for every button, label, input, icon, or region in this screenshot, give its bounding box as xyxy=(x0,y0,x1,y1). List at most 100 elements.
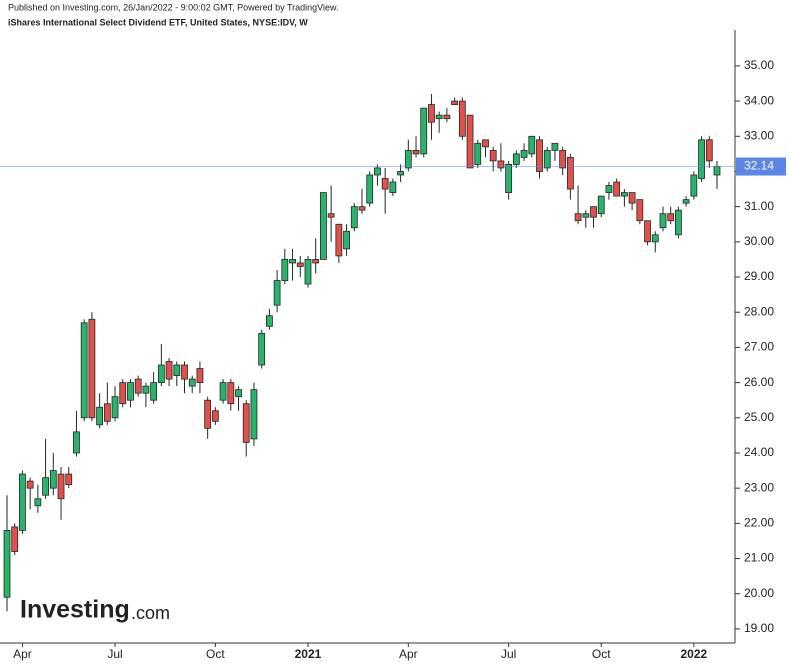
candle-body xyxy=(613,181,621,197)
candle-body xyxy=(242,403,250,443)
candle-body xyxy=(505,164,513,193)
candle-body xyxy=(34,498,42,507)
y-tick-label: 27.00 xyxy=(744,340,774,354)
candle-body xyxy=(512,153,520,165)
candle-body xyxy=(73,431,80,454)
candle-body xyxy=(536,139,543,172)
x-tick-label: Apr xyxy=(13,647,32,661)
y-tick-label: 25.00 xyxy=(744,410,774,424)
candle-body xyxy=(204,399,212,429)
candle-body xyxy=(320,192,327,260)
y-tick-label: 26.00 xyxy=(744,375,774,389)
candle-body xyxy=(644,220,651,243)
y-tick-label: 34.00 xyxy=(744,93,774,107)
candle-body xyxy=(281,259,289,281)
candle-body xyxy=(42,477,49,496)
published-note: Published on Investing.com, 26/Jan/2022 … xyxy=(8,2,339,12)
candle-body xyxy=(366,174,374,204)
x-tick-label: 2022 xyxy=(680,647,707,661)
candle-body xyxy=(451,100,459,106)
candle-body xyxy=(296,262,304,267)
candle-body xyxy=(57,473,65,500)
y-tick-label: 23.00 xyxy=(744,480,774,494)
candle-body xyxy=(26,480,34,489)
candle-body xyxy=(397,171,404,176)
candle-body xyxy=(211,410,219,422)
candle-body xyxy=(219,382,227,401)
candle-body xyxy=(466,114,474,169)
candle-body xyxy=(65,473,73,486)
candle-body xyxy=(289,259,296,264)
candle-body xyxy=(497,160,505,169)
candle-body xyxy=(420,107,428,155)
x-tick-label: Jul xyxy=(107,647,122,661)
candle-body xyxy=(551,142,559,151)
candle-body xyxy=(258,332,266,366)
candle-body xyxy=(474,142,482,165)
y-tick-label: 31.00 xyxy=(744,199,774,213)
candle-body xyxy=(165,361,173,380)
y-tick-label: 22.00 xyxy=(744,516,774,530)
y-tick-label: 33.00 xyxy=(744,128,774,142)
last-price-box xyxy=(736,157,786,176)
candle-body xyxy=(250,389,258,440)
candle-body xyxy=(374,167,381,176)
candle-body xyxy=(559,149,567,169)
candle-body xyxy=(127,382,134,401)
y-tick-label: 35.00 xyxy=(744,58,774,72)
x-tick-label: Oct xyxy=(592,647,611,661)
candle-body xyxy=(235,389,242,398)
candle-body xyxy=(103,403,111,422)
candle-body xyxy=(428,104,435,123)
candle-body xyxy=(350,206,358,229)
logo-name: Investing xyxy=(20,596,130,624)
candle-body xyxy=(404,149,412,169)
y-tick-label: 24.00 xyxy=(744,445,774,459)
candle-body xyxy=(173,364,181,376)
candle-body xyxy=(659,213,667,229)
candle-body xyxy=(435,114,443,120)
candle-body xyxy=(343,230,350,250)
candle-body xyxy=(312,259,320,264)
candle-body xyxy=(590,206,597,218)
candle-body xyxy=(80,322,88,419)
candle-body xyxy=(458,100,466,137)
candle-body xyxy=(574,213,582,222)
candle-body xyxy=(690,174,698,197)
candle-body xyxy=(482,139,489,148)
candle-body xyxy=(713,166,721,176)
candle-body xyxy=(489,149,497,162)
candle-body xyxy=(520,149,528,158)
y-tick-label: 28.00 xyxy=(744,304,774,318)
candle-body xyxy=(597,195,605,215)
candle-body xyxy=(327,213,335,218)
y-tick-label: 30.00 xyxy=(744,234,774,248)
logo-suffix: .com xyxy=(131,603,170,623)
candle-body xyxy=(157,364,165,383)
instrument-title: iShares International Select Dividend ET… xyxy=(8,17,308,27)
candle-body xyxy=(304,259,312,285)
candle-body xyxy=(11,526,19,552)
x-tick-label: Jul xyxy=(501,647,516,661)
y-tick-label: 20.00 xyxy=(744,586,774,600)
candle-body xyxy=(566,156,574,190)
candle-body xyxy=(181,364,188,380)
candle-body xyxy=(227,382,235,405)
y-tick-label: 21.00 xyxy=(744,551,774,565)
candle-body xyxy=(265,315,273,327)
candle-body xyxy=(543,149,551,169)
candle-body xyxy=(196,368,204,383)
x-tick-label: Apr xyxy=(399,647,418,661)
candle-body xyxy=(358,206,366,211)
candle-body xyxy=(675,209,682,236)
candle-body xyxy=(49,470,57,489)
candle-body xyxy=(605,185,613,193)
logo: Investing .com xyxy=(20,596,170,624)
candle-body xyxy=(651,234,659,243)
last-price-label: 32.14 xyxy=(744,159,774,173)
candle-body xyxy=(412,149,420,155)
candle-body xyxy=(389,181,397,193)
candle-body xyxy=(119,382,127,405)
candle-body xyxy=(682,199,690,204)
